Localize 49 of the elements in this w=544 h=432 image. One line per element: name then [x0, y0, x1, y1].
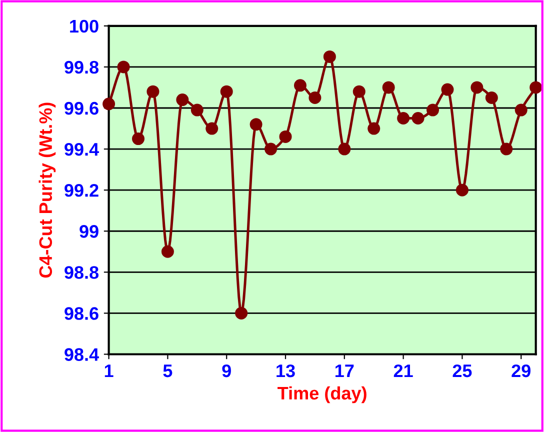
point [132, 132, 144, 146]
point [323, 50, 336, 63]
y-tick-label: 98.4 [64, 348, 99, 361]
y-tick-label: 99.2 [64, 184, 98, 197]
point [514, 104, 528, 116]
point [161, 245, 174, 258]
point [530, 81, 542, 94]
point [308, 91, 322, 104]
point [206, 122, 218, 135]
point [250, 118, 262, 131]
point [470, 81, 484, 94]
x-tick-label: 21 [394, 364, 413, 378]
y-tick-label: 98.8 [64, 266, 99, 279]
point [441, 83, 454, 96]
point [412, 112, 424, 125]
point [279, 130, 292, 143]
point [117, 60, 130, 74]
x-tick-label: 13 [276, 364, 295, 378]
x-axis-title: Time (day) [278, 386, 366, 404]
point [235, 306, 248, 320]
y-tick-label: 98.6 [64, 307, 98, 320]
point [352, 85, 366, 98]
point [294, 79, 306, 92]
y-tick-label: 99.8 [64, 60, 99, 74]
x-tick-label: 29 [512, 364, 530, 378]
y-tick-label: 99.4 [64, 142, 99, 156]
x-tick-label: 25 [452, 364, 472, 378]
point [500, 142, 513, 156]
point [426, 104, 440, 116]
point [382, 81, 395, 94]
point [397, 112, 410, 125]
point [264, 142, 278, 156]
x-tick-label: 9 [222, 364, 231, 378]
point [338, 142, 351, 156]
point [176, 94, 189, 106]
x-tick-label: 5 [163, 364, 172, 378]
y-tick-label: 99.6 [64, 102, 98, 115]
x-tick-label: 17 [336, 364, 354, 378]
point [485, 91, 498, 104]
y-axis-title: C4-Cut Purity (Wt.%) [38, 102, 56, 278]
point [146, 85, 160, 98]
point [102, 98, 116, 110]
point [368, 122, 380, 135]
point [220, 85, 233, 98]
x-tick-label: 1 [104, 364, 114, 378]
y-tick-label: 100 [70, 20, 98, 33]
point [456, 184, 468, 196]
y-tick-label: 99 [80, 225, 98, 238]
point [190, 104, 204, 116]
